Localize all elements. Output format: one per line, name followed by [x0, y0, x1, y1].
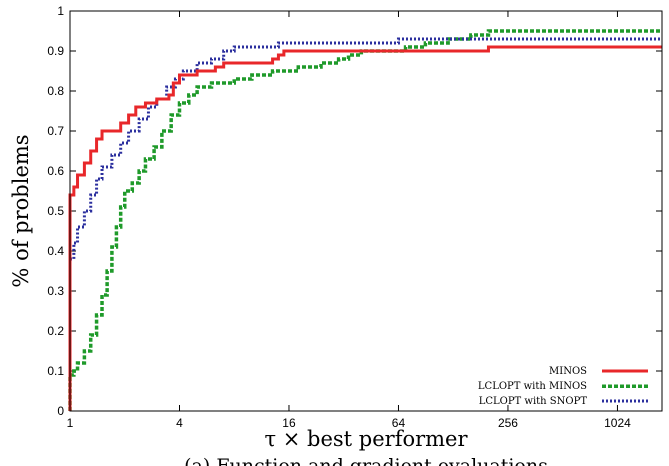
series-layer	[68, 29, 662, 411]
x-tick-label: 16	[282, 416, 296, 430]
x-tick-label: 256	[498, 416, 518, 430]
plot-area-frame	[69, 10, 663, 412]
x-tick-label: 1024	[604, 416, 631, 430]
x-tick-label: 64	[392, 416, 406, 430]
y-tick-label: 0.7	[47, 124, 64, 138]
x-axis-label: τ × best performer	[264, 427, 468, 451]
series-line-2	[68, 37, 662, 411]
figure-caption: (a) Function and gradient evaluations	[184, 455, 548, 466]
y-tick-label: 0.4	[47, 244, 64, 258]
y-tick-label: 0.2	[47, 324, 64, 338]
y-tick-label: 1	[57, 4, 64, 18]
y-tick-label: 0.9	[47, 44, 64, 58]
legend-label: LCLOPT with SNOPT	[479, 396, 588, 407]
y-tick-label: 0.3	[47, 284, 64, 298]
legend: MINOS LCLOPT with MINOS LCLOPT with SNOPT	[478, 366, 648, 407]
x-tick-label: 1	[67, 416, 74, 430]
y-tick-label: 0.5	[47, 204, 64, 218]
legend-label: MINOS	[549, 366, 587, 377]
y-tick-label: 0.1	[47, 364, 64, 378]
series-line-1	[68, 29, 662, 411]
x-tick-label: 4	[176, 416, 183, 430]
series-line-0	[68, 45, 662, 411]
y-tick-label: 0.6	[47, 164, 64, 178]
y-axis-label: % of problems	[9, 134, 33, 287]
y-tick-label: 0	[57, 404, 64, 418]
y-tick-label: 0.8	[47, 84, 64, 98]
ticks-layer: 0 0.1 0.2 0.3 0.4 0.5 0.6 0.7 0.8 0.9 1 1 4 16 64 256 10…	[47, 4, 662, 430]
legend-label: LCLOPT with MINOS	[478, 381, 587, 392]
